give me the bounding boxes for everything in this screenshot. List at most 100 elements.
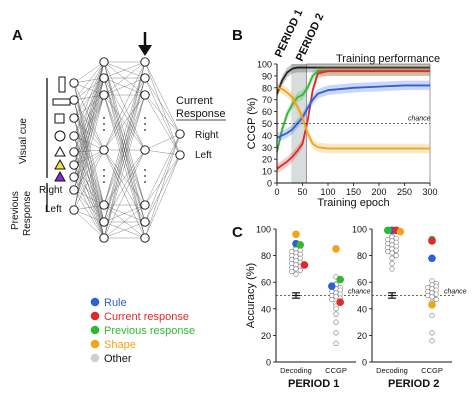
connection-line bbox=[144, 154, 181, 239]
connection-line bbox=[103, 61, 146, 79]
data-point-other bbox=[333, 311, 339, 317]
data-point-other bbox=[389, 250, 395, 256]
legend-marker bbox=[90, 339, 100, 349]
previous-response-label-line2: Response bbox=[22, 191, 33, 236]
hidden-node bbox=[140, 73, 150, 83]
hidden-layer-1 bbox=[99, 57, 109, 243]
hidden-node bbox=[99, 200, 109, 210]
y-tick-label: 10 bbox=[262, 167, 272, 177]
input-node bbox=[69, 160, 79, 170]
data-point-other bbox=[329, 296, 335, 303]
connection-line bbox=[73, 164, 105, 239]
input-node bbox=[69, 78, 79, 88]
connection-line bbox=[73, 94, 105, 153]
circle-icon bbox=[54, 130, 66, 142]
connection-line bbox=[73, 117, 105, 239]
input-layer bbox=[69, 78, 79, 215]
connection-line bbox=[144, 133, 181, 223]
panel-a: A Visual cue Previous Response bbox=[10, 27, 226, 243]
connection-line bbox=[144, 61, 181, 135]
panel-a-letter: A bbox=[12, 27, 23, 44]
data-point-other bbox=[333, 340, 339, 346]
ccgp-training-chart: Training performancechance01020304050607… bbox=[246, 53, 440, 209]
connection-line bbox=[73, 189, 105, 223]
y-tick-label: 0 bbox=[267, 179, 272, 189]
connection-line bbox=[73, 61, 105, 101]
connection-line bbox=[73, 77, 105, 119]
visual-cue-label: Visual cue bbox=[18, 118, 29, 164]
connection-line bbox=[103, 77, 146, 96]
y-tick-label: 20 bbox=[261, 331, 271, 341]
connection-line bbox=[103, 149, 146, 223]
y-tick-label: 60 bbox=[262, 107, 272, 117]
series-line bbox=[276, 70, 430, 170]
connection-line bbox=[73, 149, 105, 211]
legend-marker bbox=[90, 353, 100, 363]
input-node bbox=[69, 172, 79, 182]
data-point bbox=[384, 226, 392, 235]
legend-label: Rule bbox=[104, 297, 127, 309]
connection-line bbox=[73, 149, 105, 166]
data-point-other bbox=[429, 330, 435, 336]
connection-line bbox=[144, 133, 181, 239]
hidden-node bbox=[99, 217, 109, 227]
data-point-other bbox=[293, 271, 299, 277]
period-1-title: PERIOD 1 bbox=[288, 378, 339, 390]
chance-label: chance bbox=[348, 289, 371, 296]
data-point bbox=[428, 301, 436, 309]
connection-line bbox=[73, 209, 105, 239]
data-point-other bbox=[393, 253, 399, 259]
data-point-other bbox=[385, 249, 391, 255]
previous-left-label: Left bbox=[45, 204, 62, 215]
connection-line bbox=[73, 61, 105, 191]
series-line bbox=[276, 84, 430, 139]
output-node bbox=[175, 129, 185, 139]
connection-line bbox=[103, 77, 146, 151]
input-node bbox=[69, 131, 79, 141]
input-node bbox=[69, 113, 79, 123]
y-tick-label: 100 bbox=[256, 225, 271, 235]
category-label: CCGP bbox=[421, 366, 443, 375]
connection-line bbox=[103, 149, 146, 239]
y-tick-label: 0 bbox=[266, 358, 271, 368]
output-layer bbox=[175, 129, 185, 160]
connection-line bbox=[73, 204, 105, 211]
connection-line bbox=[73, 117, 105, 206]
connection-line bbox=[73, 149, 105, 153]
hidden-node bbox=[140, 200, 150, 210]
data-point-other bbox=[429, 312, 435, 319]
data-point-other bbox=[389, 255, 395, 261]
data-point-other bbox=[333, 319, 339, 325]
x-tick-label: 100 bbox=[320, 187, 335, 197]
y-tick-label: 90 bbox=[262, 71, 272, 81]
hidden-node bbox=[99, 145, 109, 155]
x-tick-label: 300 bbox=[422, 187, 437, 197]
legend-label: Shape bbox=[104, 339, 136, 351]
connection-line bbox=[73, 77, 105, 178]
y-tick-label: 30 bbox=[262, 143, 272, 153]
output-title-line2: Response bbox=[176, 108, 226, 120]
data-point bbox=[428, 254, 436, 263]
hidden-node bbox=[140, 90, 150, 100]
hidden-node bbox=[140, 233, 150, 243]
y-tick-label: 40 bbox=[261, 304, 271, 314]
y-tick-label: 60 bbox=[357, 278, 367, 288]
triangle-filled-yellow-icon bbox=[54, 158, 66, 170]
data-point-other bbox=[333, 306, 339, 312]
connection-line bbox=[73, 77, 105, 153]
connection-line bbox=[73, 94, 105, 211]
series-band bbox=[277, 66, 430, 157]
connection-line bbox=[144, 77, 181, 135]
data-point-other bbox=[429, 294, 435, 300]
y-tick-label: 50 bbox=[262, 119, 272, 129]
connection-line bbox=[103, 94, 146, 239]
connection-line bbox=[73, 77, 105, 211]
data-point-other bbox=[389, 266, 395, 272]
y-tick-label: 70 bbox=[262, 95, 272, 105]
network-connections bbox=[73, 61, 181, 239]
period-2-title: PERIOD 2 bbox=[388, 378, 439, 390]
connection-line bbox=[103, 204, 146, 223]
data-point bbox=[292, 230, 300, 239]
hidden-node bbox=[99, 73, 109, 83]
y-axis-label: CCGP (%) bbox=[246, 98, 258, 150]
